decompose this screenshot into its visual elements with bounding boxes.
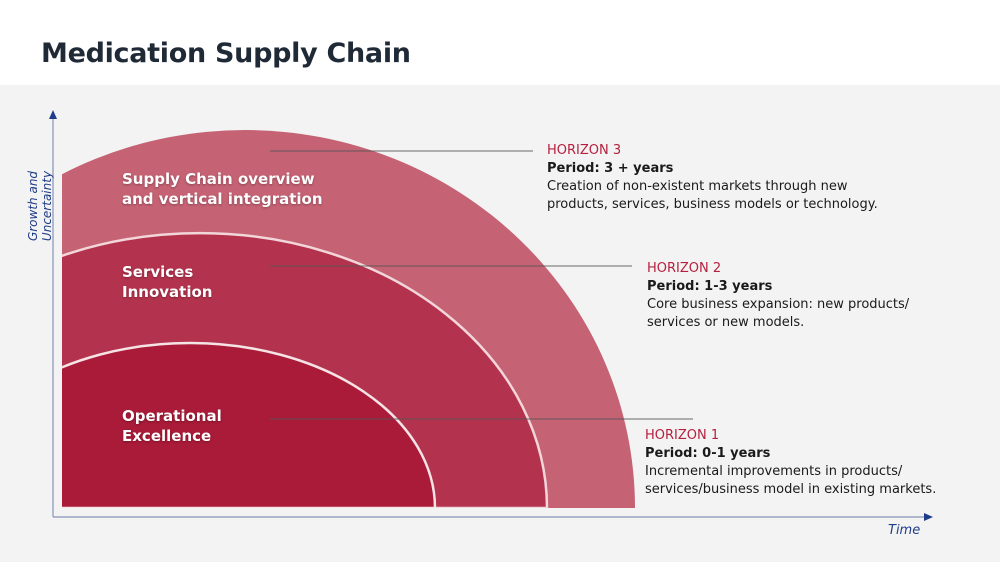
horizon-name: HORIZON 1 [645,428,720,443]
band-label-horizon-3: Supply Chain overview and vertical integ… [122,170,323,208]
band-horizon-1 [62,341,437,508]
horizon-description: Creation of non-existent markets through… [547,179,878,212]
y-axis-arrow-icon [49,110,57,119]
y-axis-label: Growth and Uncertainty [26,170,54,242]
band-label-horizon-2: Services Innovation [122,263,213,301]
x-axis-label: Time [888,523,921,538]
horizon-period: Period: 1-3 years [647,279,773,294]
band-label-horizon-1: Operational Excellence [122,407,222,445]
horizon-3-info: HORIZON 3 Period: 3 + years Creation of … [547,142,897,214]
header: Medication Supply Chain [0,0,1000,85]
horizon-period: Period: 0-1 years [645,446,771,461]
horizon-period: Period: 3 + years [547,161,674,176]
horizon-name: HORIZON 2 [647,261,722,276]
horizon-1-info: HORIZON 1 Period: 0-1 years Incremental … [645,427,945,499]
horizon-2-info: HORIZON 2 Period: 1-3 years Core busines… [647,260,932,332]
horizon-description: Incremental improvements in products/ se… [645,464,937,497]
page-title: Medication Supply Chain [41,38,411,69]
horizon-name: HORIZON 3 [547,143,622,158]
x-axis-arrow-icon [924,513,933,521]
horizon-description: Core business expansion: new products/ s… [647,297,910,330]
